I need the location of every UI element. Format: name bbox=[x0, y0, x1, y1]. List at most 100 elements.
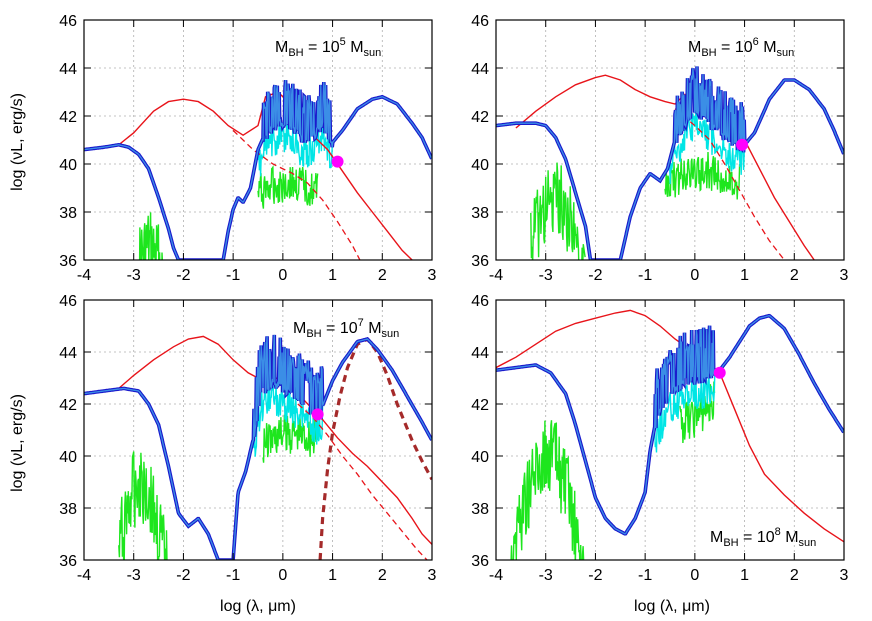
x-tick-label: -4 bbox=[489, 567, 503, 584]
series-total-light bbox=[84, 80, 432, 260]
y-tick-label: 40 bbox=[471, 157, 489, 174]
x-axis-label-left: log (λ, μm) bbox=[220, 598, 296, 615]
series-red-solid bbox=[515, 74, 815, 260]
mass-annotation-part: M bbox=[781, 529, 799, 546]
mass-annotation-part: M bbox=[293, 320, 306, 337]
y-tick-label: 36 bbox=[59, 253, 77, 270]
x-tick-label: -3 bbox=[127, 567, 141, 584]
y-tick-label: 38 bbox=[59, 501, 77, 518]
plot-area bbox=[84, 334, 432, 560]
x-tick-label: -2 bbox=[588, 267, 602, 284]
series-total-light bbox=[496, 66, 844, 260]
y-tick-label: 42 bbox=[471, 109, 489, 126]
mass-annotation-part: = 10 bbox=[739, 529, 775, 546]
plot-area bbox=[496, 309, 844, 560]
x-tick-label: 1 bbox=[328, 267, 337, 284]
y-tick-label: 38 bbox=[471, 501, 489, 518]
mass-annotation-part: 8 bbox=[775, 526, 781, 538]
y-axis-label-bottom: log (νL, erg/s) bbox=[9, 394, 26, 492]
series-green-hump bbox=[257, 165, 319, 209]
x-tick-label: 0 bbox=[690, 567, 699, 584]
y-tick-label: 44 bbox=[59, 61, 77, 78]
mass-annotation-part: M bbox=[275, 39, 288, 56]
x-tick-label: -1 bbox=[226, 267, 240, 284]
mass-annotation-part: M bbox=[364, 320, 382, 337]
mass-annotation-part: BH bbox=[306, 328, 321, 340]
y-tick-label: 42 bbox=[59, 109, 77, 126]
x-tick-label: 2 bbox=[790, 567, 799, 584]
mass-annotation: MBH = 107 Msun bbox=[293, 317, 399, 340]
mass-annotation: MBH = 106 Msun bbox=[688, 36, 794, 59]
mass-annotation: MBH = 105 Msun bbox=[275, 36, 381, 59]
panel-frame bbox=[83, 299, 433, 561]
plot-area bbox=[84, 79, 432, 260]
mass-annotation-part: 5 bbox=[340, 36, 346, 48]
x-tick-label: 3 bbox=[840, 267, 849, 284]
x-axis-label-right: log (λ, μm) bbox=[634, 598, 710, 615]
x-tick-label: 0 bbox=[690, 267, 699, 284]
x-tick-label: 0 bbox=[278, 567, 287, 584]
series-green-hump bbox=[664, 151, 741, 200]
x-tick-label: 2 bbox=[790, 267, 799, 284]
mass-annotation-part: BH bbox=[723, 537, 738, 549]
x-tick-label: 2 bbox=[378, 267, 387, 284]
plot-area bbox=[496, 66, 844, 260]
marker-dot bbox=[311, 408, 324, 421]
y-tick-label: 46 bbox=[59, 293, 77, 310]
y-tick-label: 36 bbox=[471, 553, 489, 570]
panel-frame bbox=[83, 19, 433, 261]
mass-annotation-part: sun bbox=[777, 47, 795, 59]
series-green-hump bbox=[262, 414, 318, 463]
mass-annotation-part: 6 bbox=[753, 36, 759, 48]
x-tick-label: 0 bbox=[278, 267, 287, 284]
mass-annotation-part: BH bbox=[288, 47, 303, 59]
x-tick-label: -2 bbox=[588, 567, 602, 584]
mass-annotation-part: = 10 bbox=[322, 320, 358, 337]
series-green-stellar bbox=[530, 162, 586, 260]
y-tick-label: 42 bbox=[59, 397, 77, 414]
mass-annotation-part: sun bbox=[799, 537, 817, 549]
mass-annotation-part: BH bbox=[701, 47, 716, 59]
marker-dot bbox=[331, 155, 344, 168]
y-tick-label: 38 bbox=[471, 205, 489, 222]
series-red-dashed bbox=[232, 129, 361, 260]
mass-annotation-part: M bbox=[688, 39, 701, 56]
marker-dot bbox=[736, 138, 749, 151]
x-tick-label: -1 bbox=[638, 567, 652, 584]
series-green-stellar bbox=[510, 420, 585, 560]
x-tick-label: 1 bbox=[328, 567, 337, 584]
y-tick-label: 36 bbox=[471, 253, 489, 270]
y-tick-label: 36 bbox=[59, 553, 77, 570]
y-tick-label: 46 bbox=[471, 293, 489, 310]
series-red-solid bbox=[118, 91, 413, 260]
series-cyan-spectrum bbox=[84, 96, 432, 260]
series-red-dashed bbox=[297, 403, 428, 560]
series-green-stellar bbox=[138, 212, 164, 260]
y-tick-label: 42 bbox=[471, 397, 489, 414]
series-cyan-spectrum bbox=[496, 79, 844, 260]
panel-frame bbox=[495, 19, 845, 261]
y-tick-label: 40 bbox=[59, 449, 77, 466]
x-tick-label: -3 bbox=[127, 267, 141, 284]
x-tick-label: 1 bbox=[740, 567, 749, 584]
x-tick-label: 1 bbox=[740, 267, 749, 284]
y-tick-label: 46 bbox=[471, 13, 489, 30]
mass-annotation-part: = 10 bbox=[304, 39, 340, 56]
mass-annotation-part: M bbox=[346, 39, 364, 56]
mass-annotation-part: sun bbox=[364, 47, 382, 59]
series-total-dark bbox=[496, 66, 844, 260]
y-tick-label: 44 bbox=[59, 345, 77, 362]
x-tick-label: 3 bbox=[840, 567, 849, 584]
mass-annotation-part: 7 bbox=[358, 317, 364, 329]
y-tick-label: 40 bbox=[59, 157, 77, 174]
series-total-dark bbox=[84, 79, 432, 260]
series-total-light bbox=[84, 334, 432, 560]
x-tick-label: -2 bbox=[176, 567, 190, 584]
y-tick-label: 40 bbox=[471, 449, 489, 466]
x-tick-label: -1 bbox=[226, 567, 240, 584]
series-red-solid bbox=[496, 309, 844, 543]
series-green-stellar bbox=[118, 451, 168, 560]
